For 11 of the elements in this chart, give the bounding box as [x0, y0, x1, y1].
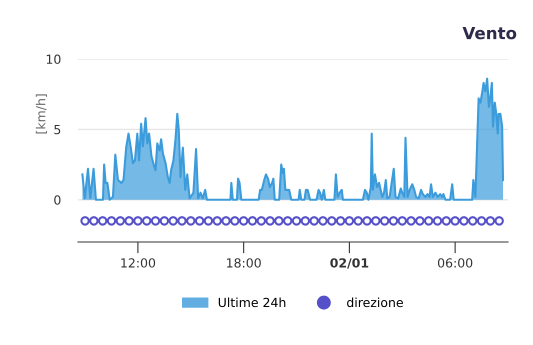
x-tick-label: 06:00	[438, 258, 472, 268]
legend-label: Ultime 24h	[218, 298, 286, 308]
legend-label: direzione	[347, 298, 403, 308]
y-tick-label: 0	[54, 195, 61, 205]
x-tick-label: 18:00	[227, 258, 261, 268]
x-tick-label: 02/01	[330, 258, 368, 269]
y-tick-label: 10	[46, 54, 61, 64]
y-axis-title: [km/h]	[36, 94, 47, 134]
y-tick-label: 5	[54, 125, 60, 134]
chart-title: Vento	[462, 26, 516, 40]
x-tick-label: 12:00	[121, 258, 156, 268]
